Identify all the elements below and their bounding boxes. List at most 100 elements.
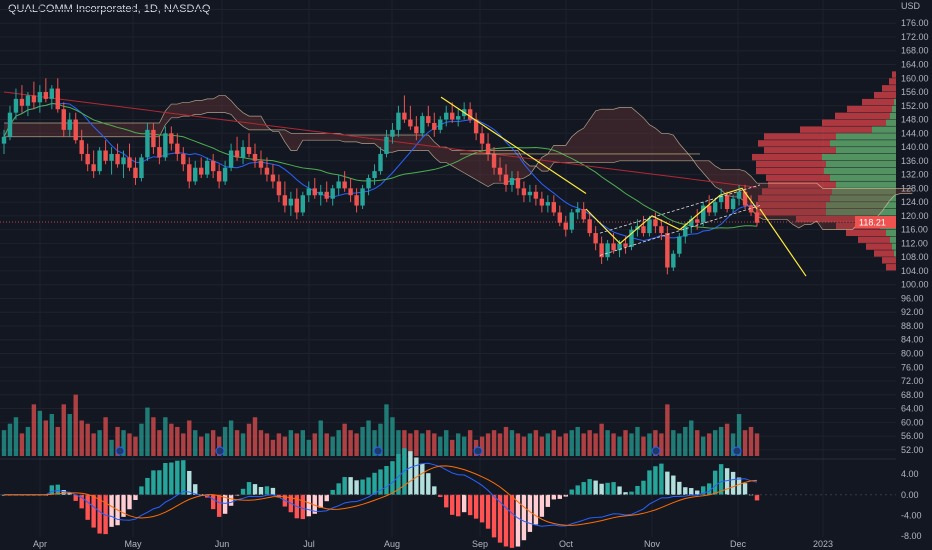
volume-profile-down-bar xyxy=(847,105,892,113)
histogram-bar xyxy=(545,494,551,507)
volume-profile-down-bar xyxy=(768,181,836,188)
candle-body xyxy=(43,92,49,99)
candle-body xyxy=(318,191,323,196)
histogram-bar xyxy=(587,479,592,495)
candle-body xyxy=(575,208,580,213)
histogram-bar xyxy=(623,492,628,495)
volume-bar xyxy=(336,430,341,456)
event-markers[interactable] xyxy=(115,446,742,456)
volume-bar xyxy=(175,426,180,456)
histogram-bar xyxy=(479,494,485,523)
histogram-bar xyxy=(527,494,533,532)
histogram-bar xyxy=(79,494,84,509)
candle-body xyxy=(629,229,634,247)
volume-bar xyxy=(701,436,706,456)
candle-body xyxy=(151,129,156,148)
histogram-bar xyxy=(240,488,246,495)
price-tick-label: 136.00 xyxy=(901,156,929,166)
histogram-bar xyxy=(695,490,700,495)
candle-body xyxy=(563,222,568,230)
volume-bar xyxy=(641,436,646,456)
volume-bar xyxy=(240,433,246,456)
candle-body xyxy=(390,129,395,137)
signal-line xyxy=(4,465,758,526)
volume-bar xyxy=(61,404,66,456)
candle-body xyxy=(246,147,252,154)
candle-body xyxy=(545,202,551,206)
volume-bar xyxy=(611,433,616,456)
volume-bar xyxy=(420,433,425,456)
volume-bar xyxy=(587,430,592,456)
histogram-bar xyxy=(402,448,407,495)
volume-bar xyxy=(19,433,25,456)
volume-profile-down-bar xyxy=(862,98,894,106)
candle-body xyxy=(222,167,228,182)
volume-bar xyxy=(450,439,455,456)
volume-bar xyxy=(712,430,718,456)
volume-bar xyxy=(193,430,198,456)
volume-bar xyxy=(414,430,419,456)
volume-bar xyxy=(139,423,144,456)
candle-body xyxy=(712,202,718,213)
candle-body xyxy=(748,205,754,213)
wave-line xyxy=(585,187,758,245)
price-tick-label: 168.00 xyxy=(901,46,929,56)
histogram-bar xyxy=(306,494,311,517)
candle-body xyxy=(450,112,455,120)
histogram-bar xyxy=(121,494,126,517)
earnings-marker-icon xyxy=(651,446,661,456)
volume-profile-down-bar xyxy=(886,264,896,271)
histogram-bar xyxy=(139,486,144,495)
histogram-bar xyxy=(533,494,539,525)
candle-body xyxy=(145,129,150,158)
histogram-bar xyxy=(712,470,718,495)
candle-body xyxy=(641,226,646,234)
volume-bar xyxy=(31,404,37,456)
candle-body xyxy=(539,198,545,206)
time-axis[interactable]: Apr May Jun Jul Aug Sep Oct Nov Dec 2023 xyxy=(33,539,833,549)
price-axis[interactable]: USD 176.00 172.00 168.00 164.00 160.00 156.00 1… xyxy=(0,1,929,541)
candle-body xyxy=(13,98,19,113)
trend-drawings[interactable] xyxy=(440,96,807,277)
volume-profile-down-bar xyxy=(800,126,872,133)
histogram-bar xyxy=(372,472,377,495)
volume-bar xyxy=(599,423,604,456)
volume-bar xyxy=(724,423,730,456)
volume-bar xyxy=(521,436,527,456)
candle-body xyxy=(593,233,598,244)
volume-bar xyxy=(754,433,760,456)
candle-body xyxy=(706,205,712,213)
histogram-bar xyxy=(258,487,264,495)
histogram-bar xyxy=(360,479,365,495)
candle-body xyxy=(718,195,724,203)
volume-bar xyxy=(491,430,497,456)
volume-bar xyxy=(748,426,754,456)
candle-body xyxy=(210,160,216,172)
candle-body xyxy=(85,153,90,165)
candle-body xyxy=(438,119,443,130)
volume-bar xyxy=(438,436,443,456)
histogram-bar xyxy=(157,470,162,495)
volume-bar xyxy=(629,433,634,456)
candle-body xyxy=(234,150,240,158)
histogram-bar xyxy=(521,494,527,541)
candle-body xyxy=(414,126,419,134)
candle-body xyxy=(677,236,682,254)
candle-body xyxy=(557,212,562,223)
volume-bar xyxy=(665,404,670,456)
volume-bar xyxy=(545,433,551,456)
volume-bar xyxy=(103,417,108,456)
currency-label: USD xyxy=(901,1,921,11)
histogram-bar xyxy=(629,491,634,495)
volume-bar xyxy=(557,436,562,456)
histogram-bar xyxy=(73,494,78,501)
histogram-bar xyxy=(312,494,317,514)
volume-bar xyxy=(133,436,138,456)
histogram-bar xyxy=(91,494,96,528)
candle-body xyxy=(354,195,359,206)
volume-profile-down-bar xyxy=(835,112,890,120)
candle-body xyxy=(73,119,78,141)
volume-profile-down-bar xyxy=(889,78,896,85)
candle-body xyxy=(163,133,168,158)
